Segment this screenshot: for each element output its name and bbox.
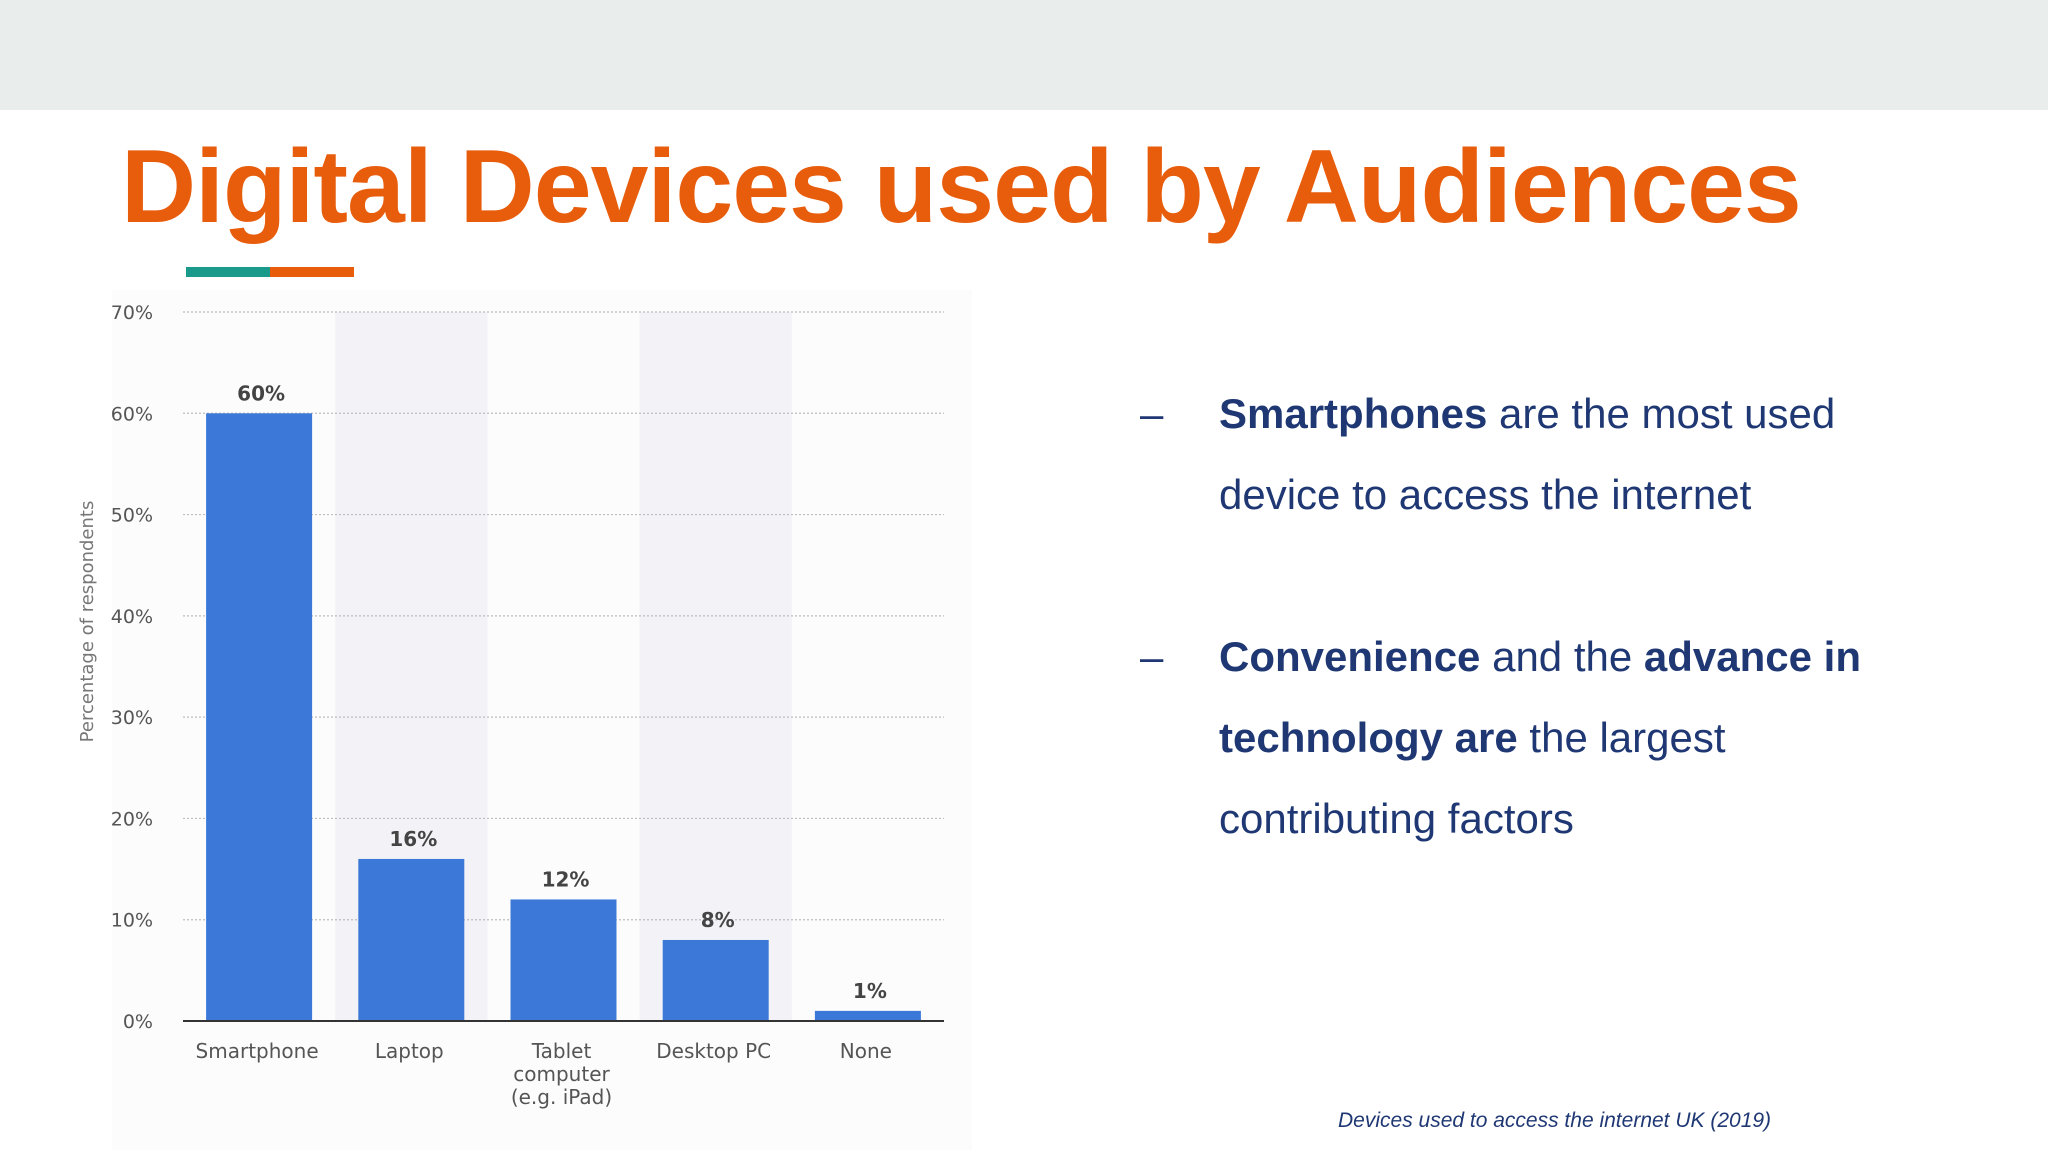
x-tick-label: computer <box>513 1062 610 1086</box>
bullet-text-bold: advance in technology are <box>1219 633 1861 761</box>
y-axis-label: Percentage of respondents <box>77 501 98 743</box>
bullet-text-regular: the largest contributing factors <box>1219 714 1726 842</box>
bar-data-label: 12% <box>542 867 590 891</box>
bullet-1: – Smartphones are the most used device t… <box>1140 373 1920 543</box>
title-accent-teal <box>186 267 270 277</box>
y-tick-label: 10% <box>111 910 153 932</box>
bullet-text-bold: Smartphones <box>1219 390 1488 437</box>
y-tick-label: 40% <box>111 606 153 628</box>
x-tick-label: None <box>840 1039 892 1063</box>
bullet-text-bold: Convenience <box>1219 633 1481 680</box>
title-accent-orange <box>270 267 354 277</box>
bullet-text: Convenience and the advance in technolog… <box>1219 616 1939 859</box>
bullet-text-regular: and the <box>1480 633 1644 680</box>
slide-title: Digital Devices used by Audiences <box>121 129 1802 245</box>
bar <box>206 413 313 1021</box>
x-tick-label: Tablet <box>531 1039 592 1063</box>
x-tick-label: Smartphone <box>196 1039 319 1063</box>
bar-data-label: 16% <box>389 827 437 851</box>
y-tick-label: 0% <box>123 1011 153 1033</box>
x-tick-label: Desktop PC <box>656 1039 771 1063</box>
bullet-2: – Convenience and the advance in technol… <box>1140 616 1920 866</box>
y-tick-label: 20% <box>111 808 153 830</box>
bar-data-label: 1% <box>853 979 887 1003</box>
bar <box>358 858 465 1021</box>
x-tick-label: Laptop <box>375 1039 444 1063</box>
chart-source-caption: Devices used to access the internet UK (… <box>1338 1109 1772 1132</box>
category-band <box>639 312 792 1021</box>
y-tick-label: 30% <box>111 707 153 729</box>
chart-svg: 0% 10% 20% 30% 40% 50% 60% 70% Percentage of res… <box>77 302 944 1109</box>
x-tick-label: (e.g. iPad) <box>511 1085 612 1109</box>
y-tick-label: 60% <box>111 403 153 425</box>
bullet-dash: – <box>1140 390 1164 437</box>
bar <box>814 1010 921 1021</box>
bullet-text: Smartphones are the most used device to … <box>1219 373 1939 535</box>
bullet-dash: – <box>1140 633 1164 680</box>
y-tick-label: 70% <box>111 302 153 324</box>
bar-chart: 0% 10% 20% 30% 40% 50% 60% 70% Percentage of res… <box>0 290 1000 1150</box>
y-tick-label: 50% <box>111 505 153 527</box>
bar-data-label: 8% <box>701 908 735 932</box>
bar-data-label: 60% <box>237 381 285 405</box>
bar <box>662 939 769 1021</box>
top-header-band <box>0 0 2048 110</box>
bullet-text-regular: are the most used device to access the i… <box>1219 390 1836 518</box>
bar <box>510 899 617 1021</box>
